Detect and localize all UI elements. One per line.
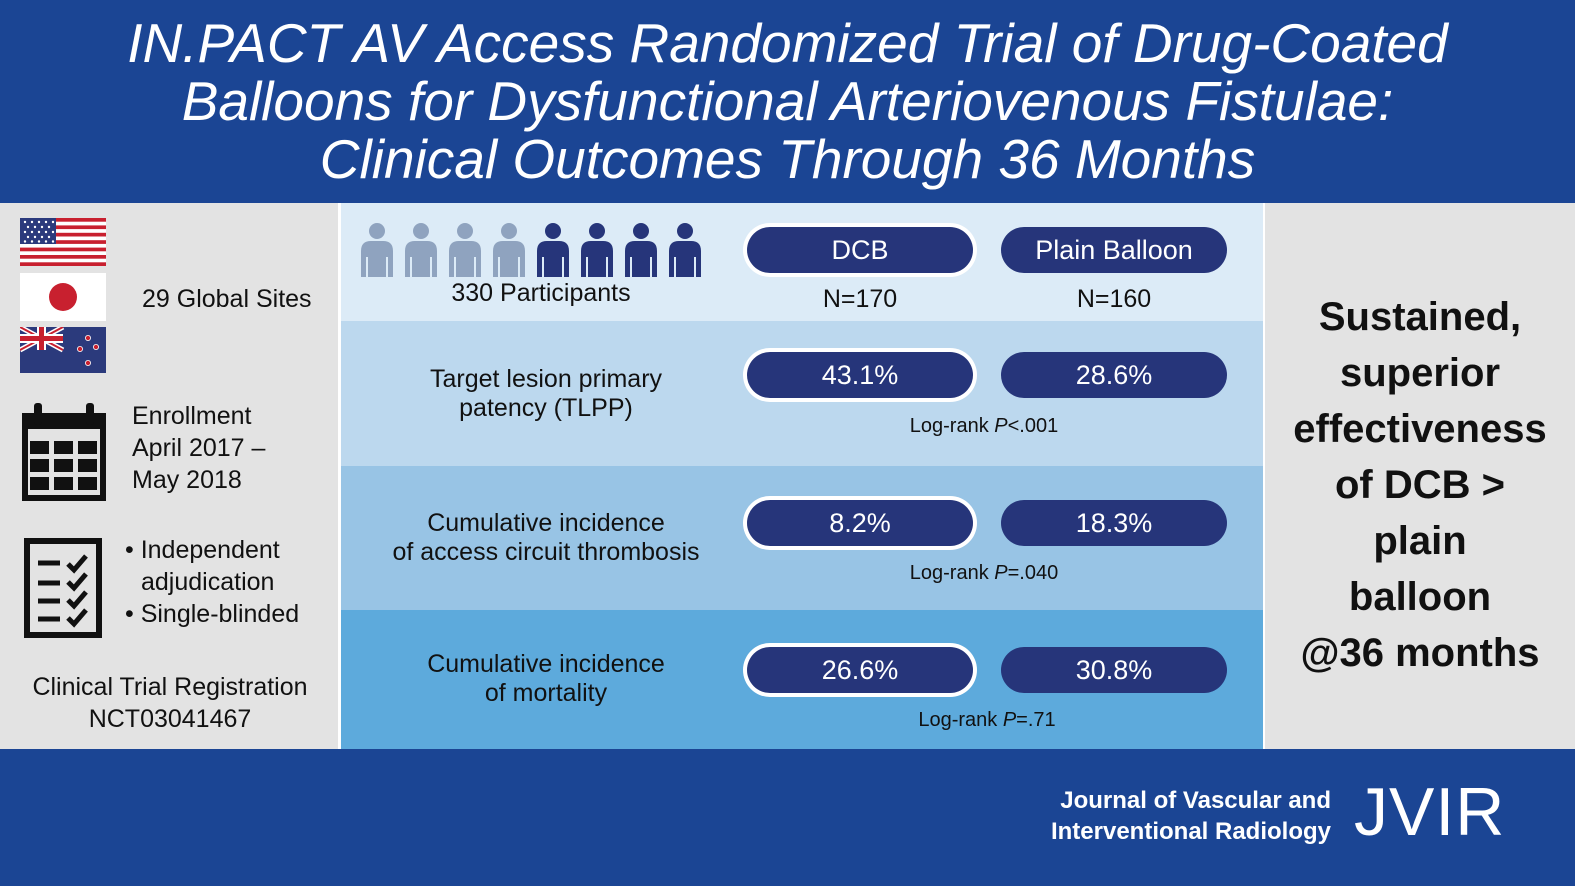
p-symbol: P <box>1002 709 1017 731</box>
participants-label: 330 Participants <box>451 279 631 307</box>
log-rank-p: Log-rank P<.001 <box>834 415 1134 438</box>
dcb-value-pill: 8.2% <box>747 500 973 546</box>
conclusion-line: effectiveness <box>1293 407 1547 451</box>
row-label: Cumulative incidence of mortality <box>341 650 751 708</box>
row-label-line-2: patency (TLPP) <box>459 394 633 422</box>
bullet-single-blinded: • Single-blinded <box>125 600 300 628</box>
dcb-n: N=170 <box>822 285 898 313</box>
dcb-value-pill: 26.6% <box>747 647 973 693</box>
journal-name-line-1: Journal of Vascular and <box>1060 787 1331 814</box>
person-icon <box>669 223 701 277</box>
row-label-line-1: Target lesion primary <box>429 365 663 393</box>
conclusion-line: plain <box>1373 519 1467 563</box>
p-symbol: P <box>994 415 1008 437</box>
title-line-2: Balloons for Dysfunctional Arteriovenous… <box>181 70 1394 132</box>
row-label-line-1: Cumulative incidence <box>427 650 665 678</box>
conclusion-line: @36 months <box>1300 631 1540 675</box>
registration-number: NCT03041467 <box>88 705 252 733</box>
thrombosis-row: Cumulative incidence of access circuit t… <box>341 466 1263 610</box>
divider <box>338 203 342 749</box>
japan-flag-icon <box>20 273 106 321</box>
conclusion-line: superior <box>1339 351 1501 395</box>
row-label-line-2: of access circuit thrombosis <box>392 538 700 566</box>
dcb-value-pill: 43.1% <box>747 352 973 398</box>
dcb-arm-pill: DCB <box>747 227 973 273</box>
study-info-panel: 29 Global Sites Enrollment April 2017 – … <box>0 203 340 749</box>
conclusion-panel: Sustained, superior effectiveness of DCB… <box>1265 203 1575 749</box>
row-label: Target lesion primary patency (TLPP) <box>341 365 751 423</box>
title-line-1: IN.PACT AV Access Randomized Trial of Dr… <box>127 12 1448 74</box>
log-rank-label: Log-rank <box>918 709 1003 731</box>
trial-registration: Clinical Trial Registration NCT03041467 <box>0 671 340 735</box>
conclusion-line: Sustained, <box>1318 295 1522 339</box>
plain-balloon-n: N=160 <box>1076 285 1152 313</box>
plain-balloon-value-pill: 18.3% <box>1001 500 1227 546</box>
jvir-logo: JVIR <box>1354 774 1506 850</box>
conclusion-line: of DCB > <box>1335 463 1505 507</box>
log-rank-label: Log-rank <box>909 415 995 437</box>
header-banner <box>0 0 1575 203</box>
p-value: <.001 <box>1007 415 1059 437</box>
calendar-icon <box>22 403 106 501</box>
log-rank-p: Log-rank P=.040 <box>834 562 1134 585</box>
row-label: Cumulative incidence of access circuit t… <box>341 509 751 567</box>
person-icon <box>493 223 525 277</box>
person-icon <box>405 223 437 277</box>
registration-label: Clinical Trial Registration <box>32 673 308 701</box>
person-icon <box>581 223 613 277</box>
bullet-adjudication: adjudication <box>141 568 275 596</box>
p-value: =.71 <box>1016 709 1056 731</box>
conclusion-line: balloon <box>1348 575 1492 619</box>
title-line-3: Clinical Outcomes Through 36 Months <box>319 128 1256 190</box>
person-icon <box>537 223 569 277</box>
bullet-independent: • Independent <box>125 536 280 564</box>
arms-band: 330 Participants DCB Plain Balloon N=170… <box>341 203 1263 321</box>
usa-flag-icon <box>20 218 106 266</box>
log-rank-label: Log-rank <box>909 562 995 584</box>
global-sites-text: 29 Global Sites <box>142 285 312 313</box>
page-title: IN.PACT AV Access Randomized Trial of Dr… <box>0 14 1575 188</box>
journal-name: Journal of Vascular and Interventional R… <box>1051 785 1331 847</box>
person-icon <box>625 223 657 277</box>
p-symbol: P <box>994 562 1008 584</box>
enrollment-text: Enrollment April 2017 – May 2018 <box>132 400 265 496</box>
enrollment-start: April 2017 – <box>132 434 266 462</box>
plain-balloon-arm-pill: Plain Balloon <box>1001 227 1227 273</box>
new-zealand-flag-icon <box>20 327 106 373</box>
conclusion-text: Sustained, superior effectiveness of DCB… <box>1265 289 1575 681</box>
row-label-line-1: Cumulative incidence <box>427 509 665 537</box>
mortality-row: Cumulative incidence of mortality 26.6% … <box>341 610 1263 749</box>
person-icon <box>449 223 481 277</box>
enrollment-label: Enrollment <box>132 402 252 430</box>
plain-balloon-value-pill: 28.6% <box>1001 352 1227 398</box>
enrollment-end: May 2018 <box>132 466 242 494</box>
p-value: =.040 <box>1007 562 1059 584</box>
tlpp-row: Target lesion primary patency (TLPP) 43.… <box>341 321 1263 466</box>
outcomes-panel: 330 Participants DCB Plain Balloon N=170… <box>341 203 1263 749</box>
row-label-line-2: of mortality <box>484 679 608 707</box>
checklist-icon <box>24 538 102 638</box>
person-icon <box>361 223 393 277</box>
log-rank-p: Log-rank P=.71 <box>837 709 1137 732</box>
study-design-list: • Independent adjudication • Single-blin… <box>125 534 299 630</box>
plain-balloon-value-pill: 30.8% <box>1001 647 1227 693</box>
journal-name-line-2: Interventional Radiology <box>1050 818 1331 845</box>
